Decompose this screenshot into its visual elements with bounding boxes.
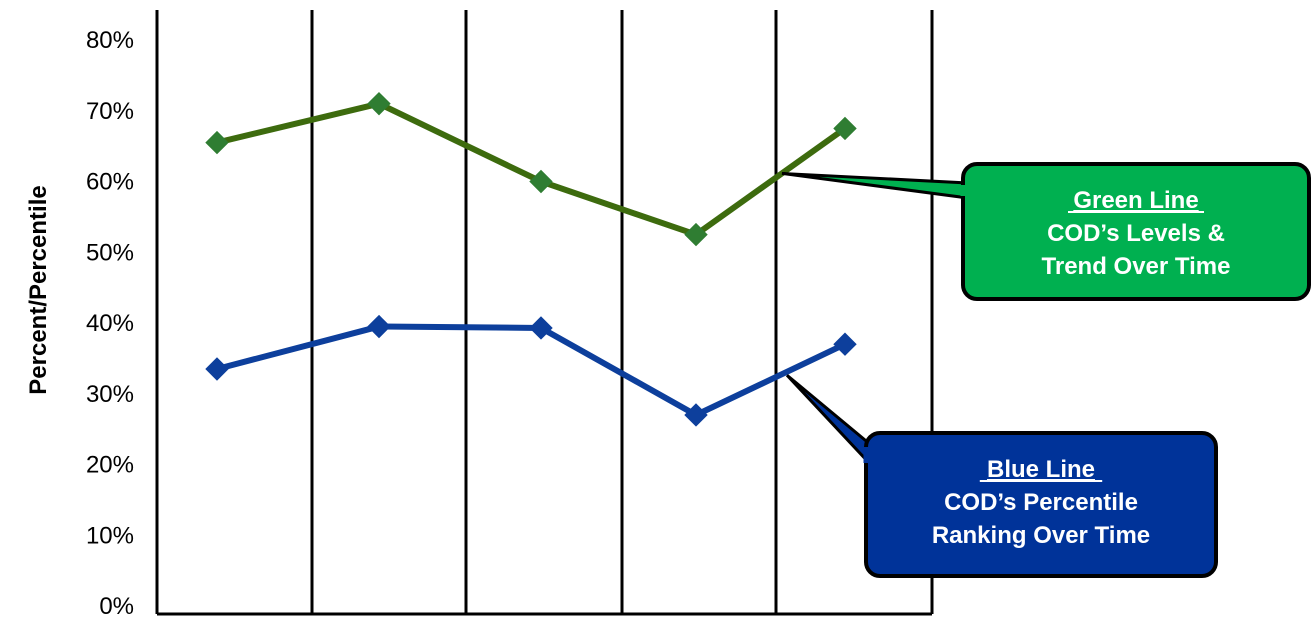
callout-layer: Green Line COD’s Levels & Trend Over Time B… — [781, 162, 1311, 578]
callout-line: COD’s Levels & — [1047, 220, 1225, 247]
data-point-marker — [684, 403, 708, 427]
data-point-marker — [205, 130, 229, 155]
callout-box — [961, 162, 1311, 301]
callout-title: Green Line — [1073, 187, 1198, 214]
callout-pointer — [781, 171, 970, 200]
data-point-marker — [367, 314, 391, 339]
callout: Green Line COD’s Levels & Trend Over Time — [781, 162, 1311, 301]
y-tick-label: 40% — [86, 310, 134, 337]
grid-layer — [155, 10, 934, 614]
y-tick-label: 80% — [86, 27, 134, 54]
data-point-marker — [684, 222, 708, 247]
y-tick-label: 20% — [86, 452, 134, 479]
callout-title: Blue Line — [987, 456, 1095, 483]
callout-line: Ranking Over Time — [932, 522, 1150, 549]
y-tick-label: 30% — [86, 381, 134, 408]
data-point-marker — [529, 169, 553, 194]
data-point-marker — [367, 91, 391, 116]
y-tick-label: 50% — [86, 239, 134, 266]
data-point-marker — [833, 116, 857, 141]
callout-line: COD’s Percentile — [944, 489, 1138, 516]
callout-line: Trend Over Time — [1042, 253, 1231, 280]
callout-box — [864, 431, 1218, 578]
data-point-marker — [529, 316, 553, 340]
series-layer — [205, 91, 857, 427]
data-point-marker — [833, 332, 857, 356]
callout: Blue Line COD’s Percentile Ranking Over Ti… — [785, 374, 1218, 578]
y-tick-label: 10% — [86, 522, 134, 549]
data-point-marker — [205, 357, 229, 381]
y-tick-label: 0% — [99, 593, 134, 619]
y-tick-label: 60% — [86, 169, 134, 196]
y-axis-label: Percent/Percentile — [25, 185, 52, 394]
callout-pointer — [785, 374, 873, 469]
y-tick-label: 70% — [86, 98, 134, 125]
y-tick-labels: 0% 10% 20% 30% 40% 50% 60% 70% 80% — [86, 27, 134, 619]
